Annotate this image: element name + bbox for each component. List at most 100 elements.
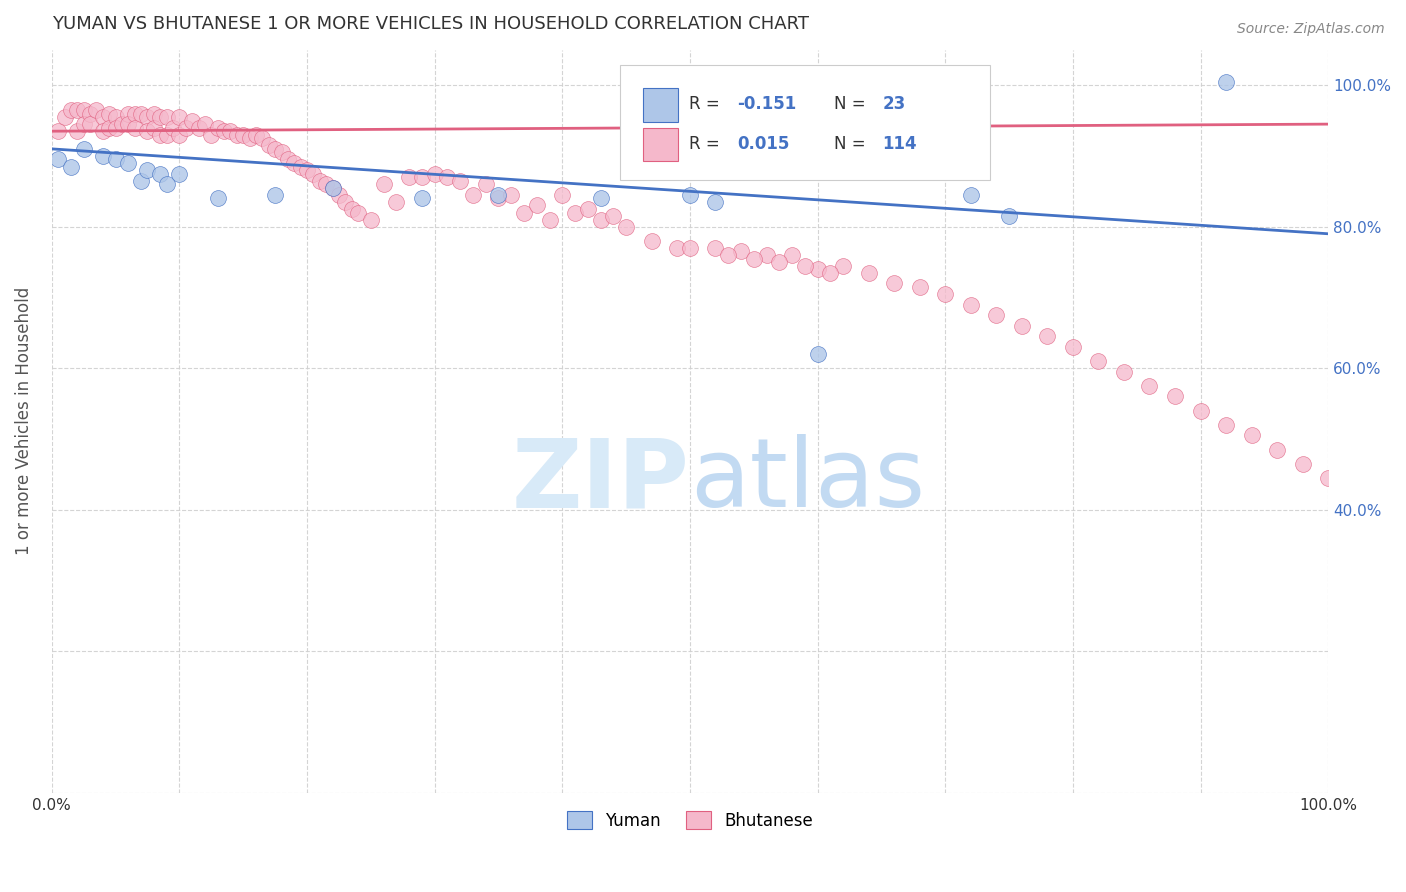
Point	[98, 120, 121, 135]
Point	[156, 128, 179, 142]
Point	[91, 110, 114, 124]
Point	[436, 170, 458, 185]
FancyBboxPatch shape	[643, 128, 679, 161]
Point	[315, 178, 337, 192]
Point	[73, 117, 96, 131]
Point	[373, 178, 395, 192]
Point	[117, 117, 139, 131]
Point	[1240, 428, 1263, 442]
Point	[245, 128, 267, 142]
Point	[66, 124, 89, 138]
Point	[142, 120, 165, 135]
Point	[717, 248, 740, 262]
Point	[998, 209, 1021, 223]
Point	[232, 128, 254, 142]
FancyBboxPatch shape	[643, 88, 679, 122]
Point	[742, 252, 765, 266]
Point	[169, 167, 191, 181]
Point	[640, 234, 662, 248]
Point	[806, 347, 828, 361]
Point	[780, 248, 803, 262]
Point	[360, 212, 382, 227]
Point	[589, 191, 612, 205]
Point	[908, 280, 931, 294]
Point	[136, 163, 159, 178]
Point	[1215, 75, 1237, 89]
Point	[174, 120, 197, 135]
Point	[169, 110, 191, 124]
Point	[1265, 442, 1288, 457]
Point	[124, 120, 146, 135]
Text: R =: R =	[689, 136, 724, 153]
Point	[129, 174, 152, 188]
Point	[679, 241, 702, 255]
Point	[1112, 365, 1135, 379]
Point	[858, 266, 880, 280]
Point	[934, 286, 956, 301]
Text: ZIP: ZIP	[512, 434, 690, 527]
Point	[162, 120, 184, 135]
Point	[340, 202, 363, 216]
Point	[959, 187, 981, 202]
Point	[474, 178, 496, 192]
Point	[117, 156, 139, 170]
Point	[564, 205, 586, 219]
Point	[283, 156, 305, 170]
Point	[156, 110, 179, 124]
Text: N =: N =	[834, 95, 872, 113]
Point	[169, 128, 191, 142]
Point	[1317, 471, 1340, 485]
Point	[136, 110, 159, 124]
Point	[1215, 417, 1237, 432]
Point	[73, 142, 96, 156]
Point	[832, 259, 855, 273]
Text: N =: N =	[834, 136, 872, 153]
Point	[187, 120, 209, 135]
Point	[46, 124, 69, 138]
Point	[207, 191, 229, 205]
Point	[302, 167, 325, 181]
Point	[820, 266, 842, 280]
Point	[423, 167, 446, 181]
Point	[1011, 318, 1033, 333]
Point	[1164, 389, 1187, 403]
Point	[551, 187, 574, 202]
Point	[252, 131, 274, 145]
Point	[666, 241, 689, 255]
Point	[461, 187, 484, 202]
Point	[73, 103, 96, 117]
Point	[986, 308, 1008, 322]
Point	[111, 117, 134, 131]
Point	[225, 128, 247, 142]
Point	[117, 106, 139, 120]
Point	[91, 124, 114, 138]
Point	[1189, 403, 1212, 417]
Point	[1087, 354, 1109, 368]
FancyBboxPatch shape	[620, 65, 990, 180]
Point	[1139, 379, 1161, 393]
Point	[200, 128, 222, 142]
Point	[59, 160, 82, 174]
Point	[1291, 457, 1313, 471]
Text: YUMAN VS BHUTANESE 1 OR MORE VEHICLES IN HOUSEHOLD CORRELATION CHART: YUMAN VS BHUTANESE 1 OR MORE VEHICLES IN…	[52, 15, 808, 33]
Point	[385, 194, 408, 209]
Point	[270, 145, 292, 160]
Point	[257, 138, 280, 153]
Point	[212, 124, 235, 138]
Point	[501, 187, 523, 202]
Point	[290, 160, 312, 174]
Point	[488, 187, 510, 202]
Point	[602, 209, 624, 223]
Point	[806, 262, 828, 277]
Point	[207, 120, 229, 135]
Point	[239, 131, 262, 145]
Text: Source: ZipAtlas.com: Source: ZipAtlas.com	[1237, 22, 1385, 37]
Point	[322, 181, 344, 195]
Point	[793, 259, 815, 273]
Point	[277, 153, 299, 167]
Point	[264, 142, 287, 156]
Point	[679, 187, 702, 202]
Point	[149, 128, 172, 142]
Point	[149, 110, 172, 124]
Point	[538, 212, 561, 227]
